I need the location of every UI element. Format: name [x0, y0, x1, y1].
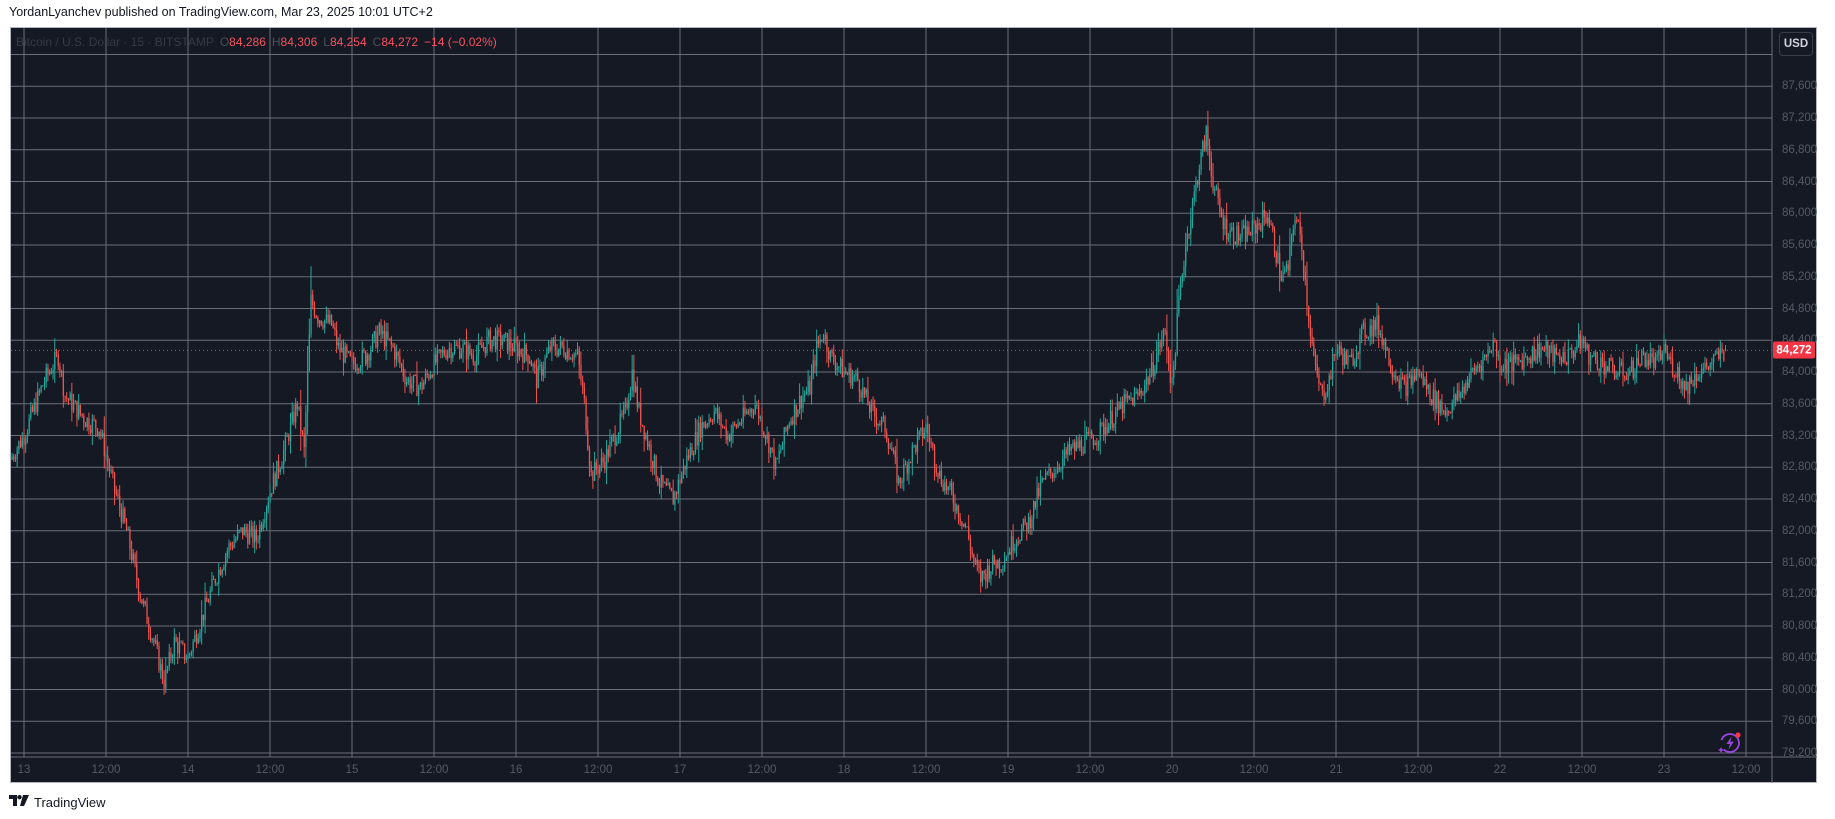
price-tick-label: 82,400 [1782, 493, 1818, 505]
price-tick-label: 87,600 [1782, 80, 1818, 93]
price-tick-label: 80,000 [1782, 683, 1818, 696]
open-value: 84,286 [229, 35, 266, 49]
time-tick-label: 21 [1329, 764, 1343, 776]
time-tick-label: 20 [1165, 764, 1179, 776]
low-label: L [323, 35, 330, 49]
lightning-alert-icon[interactable] [1717, 730, 1743, 756]
tradingview-mark-icon [9, 794, 29, 810]
close-label: C [372, 35, 382, 49]
time-tick-label: 19 [1001, 764, 1015, 776]
time-tick-label: 14 [181, 764, 195, 776]
time-tick-label: 16 [509, 764, 523, 776]
time-tick-label: 12:00 [1731, 764, 1761, 776]
time-tick-label: 12:00 [1075, 764, 1105, 776]
time-tick-label: 15 [345, 764, 359, 776]
currency-button[interactable]: USD [1779, 32, 1813, 56]
price-tick-label: 84,000 [1782, 366, 1818, 378]
price-tick-label: 86,800 [1782, 143, 1818, 156]
time-tick-label: 22 [1493, 764, 1507, 776]
price-tick-label: 80,800 [1782, 620, 1818, 632]
price-tick-label: 87,200 [1782, 112, 1818, 124]
symbol-title: Bitcoin / U.S. Dollar · 15 · BITSTAMP [16, 35, 214, 49]
chart-pane[interactable] [10, 27, 1817, 783]
price-tick-label: 83,200 [1782, 429, 1818, 442]
published-by-line: YordanLyanchev published on TradingView.… [9, 5, 433, 19]
price-tick-label: 82,000 [1782, 524, 1818, 537]
price-tick-label: 86,000 [1782, 207, 1818, 220]
high-label: H [271, 35, 281, 49]
high-value: 84,306 [280, 35, 318, 49]
candles [11, 111, 1727, 695]
time-tick-label: 18 [837, 764, 851, 776]
time-tick-label: 13 [17, 764, 31, 776]
time-tick-label: 12:00 [255, 764, 285, 776]
low-value: 84,254 [329, 35, 367, 49]
price-tick-label: 80,400 [1782, 651, 1818, 664]
tradingview-brand: TradingView [34, 794, 106, 810]
price-tick-label: 81,200 [1782, 588, 1818, 601]
change-value: −14 (−0.02%) [424, 35, 497, 49]
price-tick-label: 82,800 [1782, 461, 1818, 474]
time-tick-label: 12:00 [583, 764, 613, 776]
price-tick-label: 83,600 [1782, 397, 1818, 410]
price-tick-label: 84,800 [1782, 302, 1818, 315]
price-tick-label: 79,200 [1782, 747, 1818, 759]
time-tick-label: 17 [673, 764, 687, 776]
price-tick-label: 86,400 [1782, 175, 1818, 188]
tradingview-logo[interactable]: TradingView [9, 794, 106, 810]
time-tick-label: 12:00 [1239, 764, 1269, 776]
price-tick-label: 85,600 [1782, 239, 1818, 251]
time-tick-label: 12:00 [91, 764, 121, 776]
price-tick-label: 79,600 [1782, 715, 1818, 728]
time-tick-label: 12:00 [419, 764, 449, 776]
open-label: O [219, 35, 230, 49]
grid-lines [11, 28, 1817, 783]
time-tick-label: 12:00 [911, 764, 941, 776]
time-tick-label: 23 [1657, 764, 1671, 776]
last-price-label: 84,272 [1773, 341, 1815, 359]
time-tick-label: 12:00 [747, 764, 777, 776]
time-tick-label: 12:00 [1403, 764, 1433, 776]
close-value: 84,272 [381, 35, 419, 49]
price-tick-label: 85,200 [1782, 270, 1818, 283]
time-tick-label: 12:00 [1567, 764, 1597, 776]
price-tick-label: 81,600 [1782, 556, 1818, 569]
